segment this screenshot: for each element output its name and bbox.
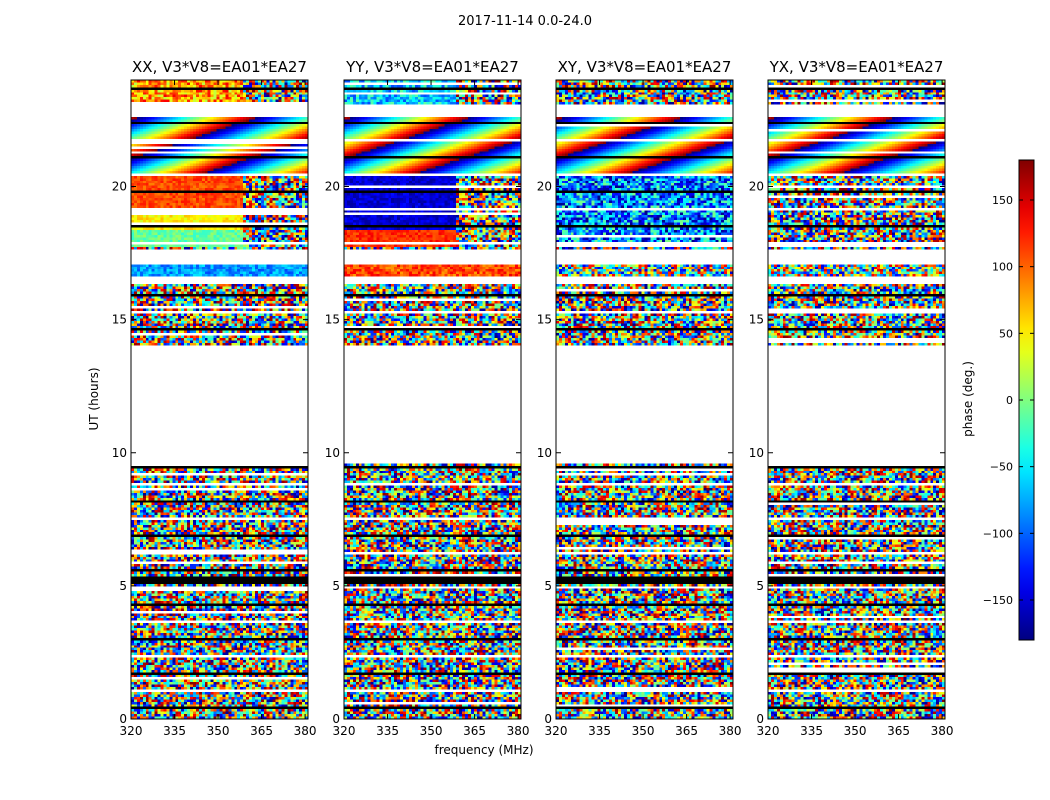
y-tick-label-3-4: 20 [749,180,764,194]
y-tick-label-0-2: 10 [112,446,127,460]
y-tick-label-0-1: 5 [119,579,127,593]
y-tick-label-3-3: 15 [749,313,764,327]
colorbar-tick-label-1: −100 [983,527,1013,540]
x-tick-label-0-1: 335 [163,724,186,738]
x-tick-label-0-3: 365 [250,724,273,738]
y-tick-label-3-1: 5 [756,579,764,593]
x-tick-label-2-1: 335 [588,724,611,738]
x-axis-label: frequency (MHz) [434,743,534,757]
y-tick-label-2-3: 15 [537,313,552,327]
panel-frame-3 [767,79,946,720]
y-tick-label-2-4: 20 [537,180,552,194]
panel-title-xx: XX, V3*V8=EA01*EA27 [132,58,307,76]
phase-heatmap-2 [556,80,733,719]
y-tick-label-0-4: 20 [112,180,127,194]
y-tick-label-0-3: 15 [112,313,127,327]
x-tick-label-3-4: 380 [931,724,954,738]
colorbar-tick-label-4: 50 [999,327,1013,340]
phase-heatmap-1 [344,80,521,719]
colorbar-tick-label-5: 100 [992,261,1013,274]
x-tick-label-0-4: 380 [294,724,317,738]
x-tick-label-2-2: 350 [632,724,655,738]
x-tick-label-3-2: 350 [844,724,867,738]
colorbar-tick-label-6: 150 [992,194,1013,207]
y-tick-label-1-3: 15 [325,313,340,327]
panel-title-yy: YY, V3*V8=EA01*EA27 [346,58,519,76]
x-tick-label-2-4: 380 [719,724,742,738]
panel-frame-1 [343,79,522,720]
x-tick-label-3-3: 365 [887,724,910,738]
y-tick-label-1-2: 10 [325,446,340,460]
y-tick-label-1-4: 20 [325,180,340,194]
y-tick-label-2-0: 0 [544,712,552,726]
y-tick-label-1-1: 5 [332,579,340,593]
x-tick-label-1-1: 335 [376,724,399,738]
y-tick-label-1-0: 0 [332,712,340,726]
x-tick-label-3-1: 335 [800,724,823,738]
x-tick-label-2-0: 320 [545,724,568,738]
phase-heatmap-3 [768,80,945,719]
y-axis-label: UT (hours) [87,367,101,431]
x-tick-label-1-3: 365 [463,724,486,738]
x-tick-label-0-2: 350 [207,724,230,738]
panel-frame-0 [130,79,309,720]
colorbar-label: phase (deg.) [961,361,975,437]
colorbar-tick-label-2: −50 [990,461,1013,474]
figure-title: 2017-11-14 0.0-24.0 [458,14,592,29]
y-tick-label-2-2: 10 [537,446,552,460]
x-tick-label-1-2: 350 [420,724,443,738]
x-tick-label-1-0: 320 [333,724,356,738]
x-tick-label-0-0: 320 [120,724,143,738]
x-tick-label-3-0: 320 [757,724,780,738]
panel-title-xy: XY, V3*V8=EA01*EA27 [557,58,732,76]
y-tick-label-2-1: 5 [544,579,552,593]
y-tick-label-3-0: 0 [756,712,764,726]
panel-frame-2 [555,79,734,720]
colorbar-tick-label-0: −150 [983,594,1013,607]
phase-heatmap-0 [131,80,308,719]
y-tick-label-0-0: 0 [119,712,127,726]
y-tick-label-3-2: 10 [749,446,764,460]
x-tick-label-1-4: 380 [507,724,530,738]
panel-title-yx: YX, V3*V8=EA01*EA27 [769,58,944,76]
x-tick-label-2-3: 365 [675,724,698,738]
colorbar-tick-label-3: 0 [1006,394,1013,407]
